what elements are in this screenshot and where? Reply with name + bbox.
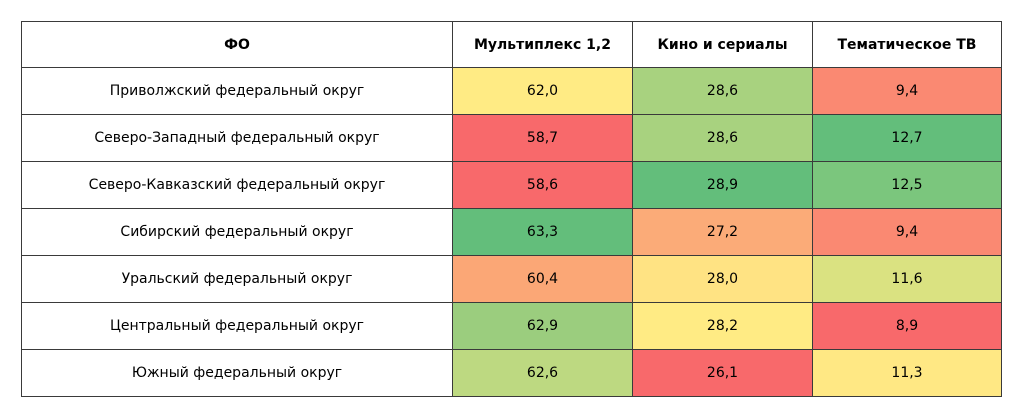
value-cell: 27,2	[632, 208, 813, 256]
value-cell: 28,9	[632, 161, 813, 209]
value-cell: 12,7	[812, 114, 1002, 162]
table-row: Центральный федеральный округ 62,9 28,2 …	[21, 302, 1002, 350]
value-cell: 26,1	[632, 349, 813, 397]
district-name: Центральный федеральный округ	[21, 302, 453, 350]
value-cell: 11,3	[812, 349, 1002, 397]
value-cell: 11,6	[812, 255, 1002, 303]
district-name: Южный федеральный округ	[21, 349, 453, 397]
value-cell: 28,6	[632, 67, 813, 115]
value-cell: 9,4	[812, 67, 1002, 115]
value-cell: 8,9	[812, 302, 1002, 350]
value-cell: 60,4	[452, 255, 633, 303]
data-table: ФО Мультиплекс 1,2 Кино и сериалы Темати…	[21, 21, 1002, 397]
value-cell: 58,7	[452, 114, 633, 162]
header-thematic-tv: Тематическое ТВ	[812, 21, 1002, 68]
table-row: Сибирский федеральный округ 63,3 27,2 9,…	[21, 208, 1002, 256]
header-multiplex: Мультиплекс 1,2	[452, 21, 633, 68]
district-name: Сибирский федеральный округ	[21, 208, 453, 256]
district-name: Северо-Кавказский федеральный округ	[21, 161, 453, 209]
table-row: Уральский федеральный округ 60,4 28,0 11…	[21, 255, 1002, 303]
table-row: Южный федеральный округ 62,6 26,1 11,3	[21, 349, 1002, 397]
header-district: ФО	[21, 21, 453, 68]
table-row: Северо-Кавказский федеральный округ 58,6…	[21, 161, 1002, 209]
value-cell: 28,6	[632, 114, 813, 162]
value-cell: 12,5	[812, 161, 1002, 209]
value-cell: 63,3	[452, 208, 633, 256]
header-row: ФО Мультиплекс 1,2 Кино и сериалы Темати…	[21, 21, 1002, 68]
table-row: Приволжский федеральный округ 62,0 28,6 …	[21, 67, 1002, 115]
value-cell: 62,9	[452, 302, 633, 350]
district-name: Уральский федеральный округ	[21, 255, 453, 303]
table-container: ФО Мультиплекс 1,2 Кино и сериалы Темати…	[21, 21, 1002, 397]
table-row: Северо-Западный федеральный округ 58,7 2…	[21, 114, 1002, 162]
value-cell: 62,6	[452, 349, 633, 397]
value-cell: 58,6	[452, 161, 633, 209]
district-name: Приволжский федеральный округ	[21, 67, 453, 115]
value-cell: 28,0	[632, 255, 813, 303]
value-cell: 9,4	[812, 208, 1002, 256]
value-cell: 28,2	[632, 302, 813, 350]
value-cell: 62,0	[452, 67, 633, 115]
district-name: Северо-Западный федеральный округ	[21, 114, 453, 162]
header-movies-series: Кино и сериалы	[632, 21, 813, 68]
